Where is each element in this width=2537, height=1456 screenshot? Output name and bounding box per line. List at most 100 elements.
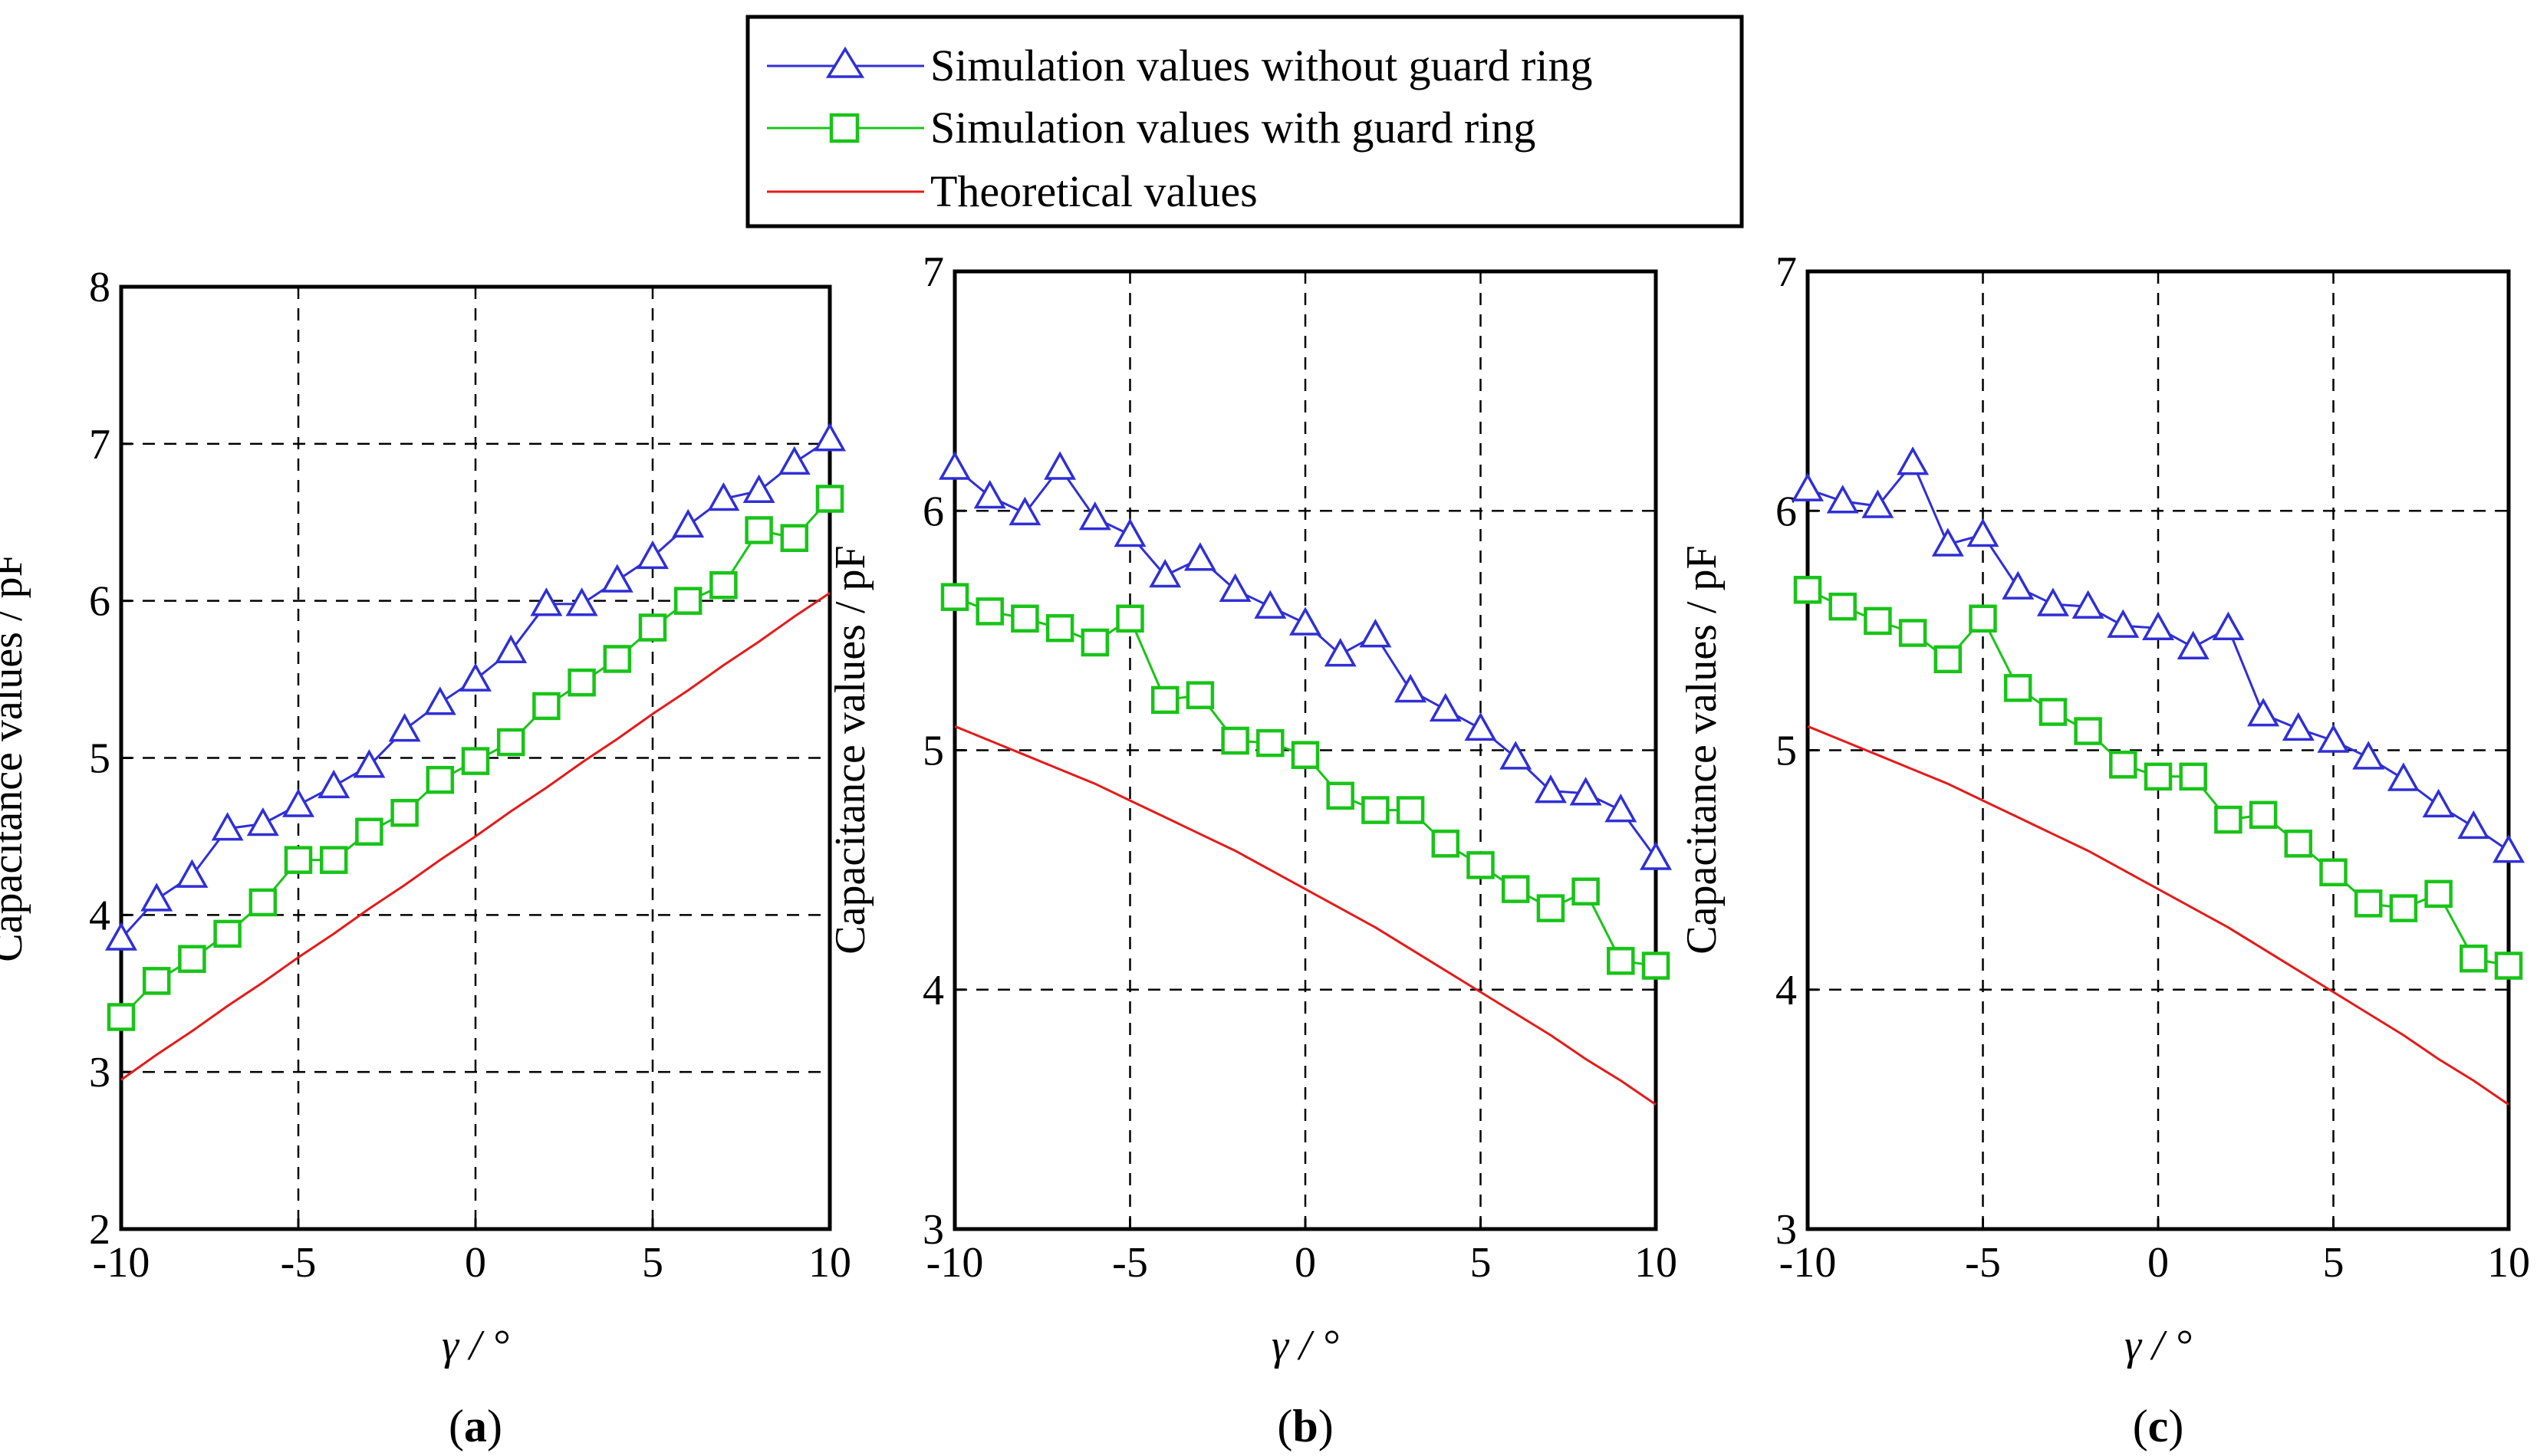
data-point-square — [1793, 576, 1822, 604]
data-point-square — [1116, 604, 1144, 633]
data-point-square — [2249, 800, 2278, 830]
panel-c-caption-letter: c — [2148, 1401, 2169, 1451]
data-point-square — [1501, 875, 1530, 903]
y-tick-label: 2 — [89, 1206, 110, 1254]
data-point-triangle — [601, 564, 633, 593]
legend-item-1: Simulation values with guard ring — [767, 103, 1535, 153]
data-point-triangle — [1289, 606, 1321, 636]
data-point-triangle — [1569, 777, 1602, 806]
data-point-square — [1011, 604, 1039, 633]
data-point-square — [107, 1003, 136, 1031]
data-point-triangle — [2002, 570, 2035, 600]
data-point-square — [1898, 619, 1927, 647]
data-point-square — [390, 798, 419, 827]
y-tick-label: 3 — [89, 1049, 110, 1096]
data-point-triangle — [1324, 638, 1357, 667]
y-tick-label: 4 — [1775, 967, 1797, 1014]
panel-a-ticks: -10 -5 0 5 10 2 3 4 5 6 7 8 — [89, 264, 851, 1287]
data-point-triangle — [1044, 451, 1077, 480]
panel-b: -10 -5 0 5 10 3 4 5 6 7 Capacitance values / pF γ… — [827, 248, 1677, 1451]
y-tick-label: 4 — [923, 967, 944, 1014]
data-point-square — [568, 668, 596, 697]
data-point-square — [426, 765, 455, 794]
panel-a-caption: (a) — [449, 1401, 502, 1451]
data-point-square — [745, 516, 773, 544]
panel-b-series — [939, 451, 1672, 1106]
data-point-triangle — [459, 662, 492, 692]
data-point-square — [2003, 674, 2032, 702]
series-line-2 — [120, 592, 831, 1081]
data-point-triangle — [140, 882, 173, 912]
panel-b-grid — [955, 271, 1656, 1229]
data-point-square — [2494, 951, 2523, 980]
legend-marker-triangle — [825, 46, 865, 78]
data-point-square — [603, 645, 632, 673]
data-point-triangle — [2247, 698, 2280, 727]
data-point-triangle — [1897, 446, 1930, 475]
data-point-triangle — [2493, 834, 2525, 863]
x-tick-label: 0 — [1295, 1239, 1316, 1287]
x-tick-label: 10 — [2487, 1239, 2530, 1287]
y-tick-label: 5 — [923, 728, 944, 775]
x-tick-label: 10 — [1634, 1239, 1677, 1287]
data-point-square — [461, 747, 490, 775]
data-point-triangle — [211, 812, 244, 841]
y-tick-label: 3 — [923, 1206, 944, 1254]
legend: Simulation values without guard ring Sim… — [745, 15, 1744, 228]
data-point-square — [1607, 947, 1635, 975]
y-tick-label: 6 — [923, 488, 944, 535]
data-point-triangle — [565, 587, 598, 616]
panel-c-xlabel: γ / ° — [2124, 1322, 2192, 1369]
panel-b-ticks: -10 -5 0 5 10 3 4 5 6 7 — [923, 248, 1677, 1287]
data-point-square — [284, 846, 313, 874]
series-line-2 — [954, 725, 1657, 1106]
y-tick-label: 7 — [923, 248, 944, 296]
data-point-triangle — [1534, 774, 1567, 804]
data-point-triangle — [1640, 841, 1672, 870]
data-point-triangle — [282, 788, 314, 817]
data-point-square — [709, 570, 738, 600]
x-tick-label: 10 — [808, 1239, 851, 1287]
y-tick-label: 5 — [89, 735, 110, 783]
data-point-square — [1081, 628, 1110, 657]
data-point-triangle — [1394, 673, 1427, 703]
data-point-square — [1256, 728, 1285, 758]
data-point-triangle — [707, 481, 740, 511]
data-point-triangle — [495, 634, 528, 663]
data-point-square — [976, 597, 1004, 626]
panel-c: -10 -5 0 5 10 3 4 5 6 7 Capacitance values / pF γ… — [1678, 248, 2530, 1451]
y-tick-label: 6 — [89, 578, 110, 626]
x-tick-label: -5 — [281, 1239, 317, 1287]
data-point-triangle — [2422, 788, 2455, 818]
data-point-triangle — [1966, 518, 1999, 547]
data-point-square — [248, 888, 278, 917]
data-point-square — [1150, 685, 1180, 715]
y-tick-label: 7 — [89, 421, 110, 468]
data-point-square — [815, 485, 844, 513]
data-point-square — [1045, 614, 1074, 643]
legend-marker-square — [829, 113, 860, 143]
data-point-triangle — [939, 451, 971, 480]
data-point-square — [1361, 796, 1390, 824]
data-point-square — [1466, 851, 1495, 879]
data-point-triangle — [778, 445, 811, 475]
data-point-triangle — [1254, 590, 1287, 619]
data-point-triangle — [530, 587, 563, 616]
panel-a-grid — [121, 287, 830, 1229]
panel-c-caption: (c) — [2133, 1401, 2184, 1451]
data-point-triangle — [2282, 712, 2315, 741]
legend-label-2: Theoretical values — [930, 166, 1258, 216]
data-point-triangle — [1183, 542, 1216, 571]
panel-c-ticks: -10 -5 0 5 10 3 4 5 6 7 — [1775, 248, 2530, 1287]
data-point-square — [213, 919, 242, 948]
data-point-triangle — [388, 713, 421, 742]
data-point-triangle — [672, 508, 705, 538]
data-point-triangle — [637, 540, 669, 570]
y-tick-label: 5 — [1775, 728, 1797, 775]
data-point-square — [2074, 717, 2102, 745]
data-point-square — [319, 846, 348, 874]
data-point-triangle — [2317, 724, 2350, 753]
data-point-triangle — [1464, 712, 1497, 741]
data-point-square — [178, 945, 206, 973]
data-point-triangle — [973, 479, 1006, 509]
